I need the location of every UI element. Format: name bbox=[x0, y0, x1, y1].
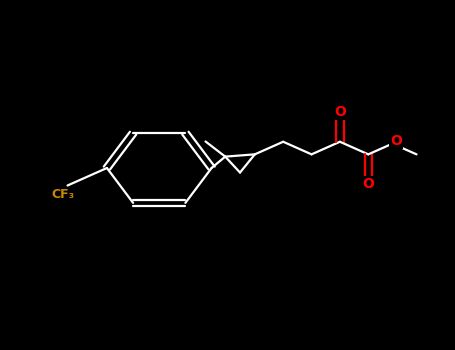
Text: O: O bbox=[390, 134, 402, 148]
Text: O: O bbox=[334, 105, 346, 119]
Text: O: O bbox=[362, 177, 374, 191]
Text: CF₃: CF₃ bbox=[51, 188, 75, 201]
